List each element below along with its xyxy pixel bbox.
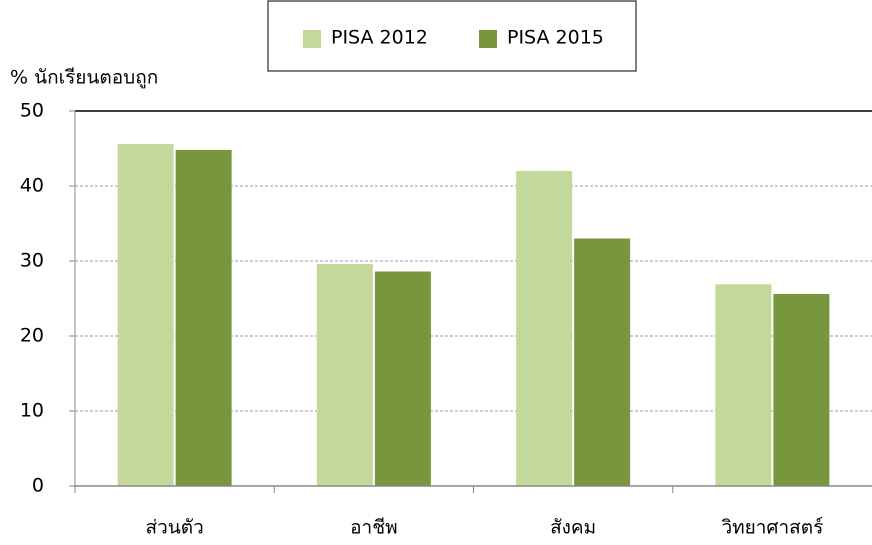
bar bbox=[175, 150, 232, 486]
legend-label: PISA 2015 bbox=[507, 27, 604, 49]
legend-swatch bbox=[303, 30, 321, 48]
x-tick-label: วิทยาศาสตร์ bbox=[721, 517, 823, 539]
x-tick-label: สังคม bbox=[550, 517, 596, 539]
y-tick-label: 40 bbox=[20, 175, 44, 197]
x-tick-label: อาชีพ bbox=[350, 517, 398, 539]
bar bbox=[374, 271, 431, 486]
bar bbox=[574, 238, 631, 486]
bar bbox=[117, 144, 174, 486]
y-tick-label: 20 bbox=[20, 325, 44, 347]
bar bbox=[516, 171, 573, 486]
x-tick-label: ส่วนตัว bbox=[145, 517, 203, 539]
legend-label: PISA 2012 bbox=[331, 27, 428, 49]
legend-swatch bbox=[479, 30, 497, 48]
y-tick-label: 0 bbox=[32, 475, 44, 497]
y-tick-label: 30 bbox=[20, 250, 44, 272]
y-tick-label: 50 bbox=[20, 100, 44, 122]
y-tick-label: 10 bbox=[20, 400, 44, 422]
y-axis-label: % นักเรียนตอบถูก bbox=[10, 67, 158, 89]
bar bbox=[773, 294, 830, 486]
bar bbox=[715, 284, 772, 486]
bar bbox=[316, 264, 373, 486]
legend-box bbox=[267, 0, 637, 72]
